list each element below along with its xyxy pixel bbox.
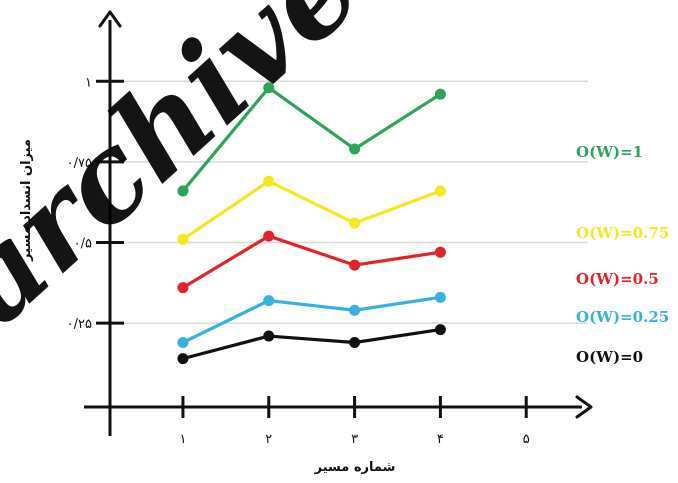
- data-point: [434, 185, 446, 197]
- data-point: [263, 82, 275, 94]
- x-axis-title: شماره مسیر: [314, 460, 396, 475]
- data-point: [177, 337, 189, 348]
- data-point: [349, 337, 361, 348]
- watermark-text: archive: [0, 0, 386, 352]
- data-point: [177, 353, 189, 365]
- series-group: [177, 82, 446, 365]
- data-point: [349, 217, 361, 229]
- series-line: [181, 179, 442, 241]
- x-tick-label: ۲: [265, 432, 272, 447]
- series-line: [181, 86, 442, 193]
- x-tick-label: ۴: [437, 432, 444, 447]
- data-point: [349, 259, 361, 271]
- series-line: [181, 295, 442, 345]
- axes: [84, 10, 593, 436]
- grid-lines: [110, 80, 588, 324]
- x-tick-label: ۱: [179, 432, 186, 447]
- x-tick-label: ۳: [351, 432, 358, 447]
- data-point: [177, 185, 189, 197]
- data-point: [349, 304, 361, 316]
- x-axis-arrow-icon: [575, 395, 593, 419]
- series-label: O(W)=0.75: [576, 224, 669, 242]
- data-point: [434, 324, 446, 336]
- series-label: O(W)=0.5: [576, 270, 659, 288]
- series-line: [181, 328, 442, 361]
- series-labels: O(W)=1 O(W)=0.75 O(W)=0.5 O(W)=0.25 O(W)=0: [576, 143, 669, 366]
- data-point: [263, 175, 275, 187]
- data-point: [434, 246, 446, 258]
- x-tick-label: ۵: [523, 432, 530, 447]
- y-axis-title: میزان انسداد مسیر: [19, 139, 34, 262]
- data-point: [434, 88, 446, 100]
- series-label: O(W)=1: [576, 143, 643, 161]
- y-axis-arrow-icon: [98, 10, 122, 28]
- data-point: [434, 291, 446, 303]
- data-point: [263, 330, 275, 342]
- data-point: [263, 295, 275, 307]
- x-ticks: ۱ ۲ ۳ ۴ ۵: [179, 396, 530, 447]
- series-label: O(W)=0.25: [576, 308, 669, 326]
- series-line: [181, 234, 442, 290]
- series-label: O(W)=0: [576, 348, 643, 366]
- y-tick-label: ۱: [85, 75, 92, 90]
- y-tick-label: ۰/۲۵: [67, 317, 92, 332]
- data-point: [263, 230, 275, 242]
- y-tick-label: ۰/۷۵: [67, 156, 92, 171]
- y-tick-label: ۰/۵: [74, 237, 92, 252]
- data-point: [177, 233, 189, 245]
- data-point: [177, 282, 189, 294]
- y-ticks: ۰/۲۵ ۰/۵ ۰/۷۵ ۱: [67, 75, 124, 332]
- data-point: [349, 143, 361, 155]
